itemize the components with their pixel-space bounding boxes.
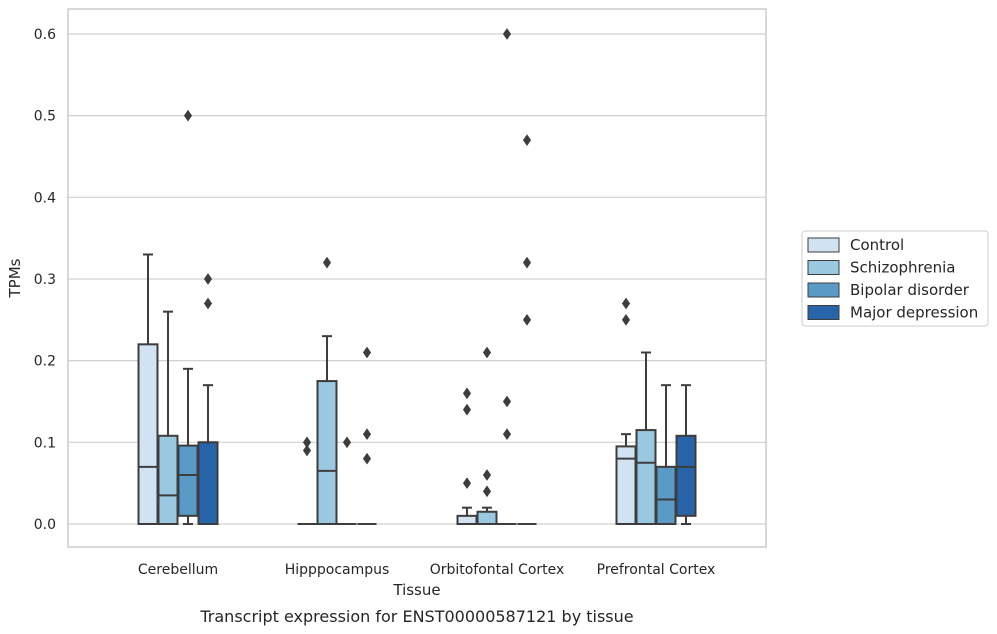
outlier-point bbox=[302, 444, 312, 457]
y-tick-label: 0.5 bbox=[34, 109, 56, 125]
legend-label: Control bbox=[850, 236, 904, 254]
box-schizophrenia bbox=[157, 310, 179, 525]
outlier-point bbox=[482, 485, 492, 498]
outlier-point bbox=[522, 313, 532, 326]
box-bipolar-disorder bbox=[497, 28, 517, 525]
outlier-point bbox=[462, 477, 472, 490]
box-body bbox=[635, 429, 657, 525]
box-body bbox=[675, 434, 697, 517]
outlier-point bbox=[522, 134, 532, 147]
y-axis-ticks: 0.0 0.1 0.2 0.3 0.4 0.5 0.6 bbox=[34, 27, 56, 533]
outlier-point bbox=[362, 428, 372, 441]
outlier-point bbox=[322, 256, 332, 269]
box-body bbox=[157, 434, 179, 525]
outlier-point bbox=[183, 109, 193, 122]
legend-swatch bbox=[807, 282, 840, 298]
outlier-point bbox=[502, 395, 512, 408]
box-body bbox=[177, 444, 199, 517]
box-body bbox=[476, 510, 498, 526]
box-body bbox=[197, 441, 219, 525]
legend: Control Schizophrenia Bipolar disorder Majo… bbox=[801, 230, 989, 327]
box-major-depression bbox=[357, 346, 377, 525]
box-control bbox=[456, 387, 478, 526]
box-control bbox=[297, 436, 317, 525]
x-tick-label: Hipppocampus bbox=[285, 562, 390, 578]
x-tick-label: Cerebellum bbox=[138, 562, 218, 578]
y-tick-label: 0.0 bbox=[34, 517, 56, 533]
box-body bbox=[655, 465, 677, 525]
box-body bbox=[456, 514, 478, 526]
box-schizophrenia bbox=[635, 351, 657, 525]
box-body bbox=[137, 343, 159, 525]
plot-frame bbox=[67, 8, 767, 548]
x-axis-ticks: Cerebellum Hipppocampus Orbitofontal Corte… bbox=[138, 562, 715, 578]
box-schizophrenia bbox=[476, 346, 498, 526]
outlier-point bbox=[462, 387, 472, 400]
box-bipolar-disorder bbox=[177, 109, 199, 525]
box-major-depression bbox=[675, 384, 697, 525]
chart-caption: Transcript expression for ENST0000058712… bbox=[199, 607, 633, 626]
legend-label: Major depression bbox=[850, 304, 978, 322]
x-axis-label: Tissue bbox=[392, 581, 440, 599]
y-tick-label: 0.3 bbox=[34, 272, 56, 288]
outlier-point bbox=[462, 403, 472, 416]
outlier-point bbox=[342, 436, 352, 449]
legend-label: Schizophrenia bbox=[850, 259, 955, 277]
outlier-point bbox=[482, 469, 492, 481]
box-major-depression bbox=[517, 134, 537, 525]
box-bipolar-disorder bbox=[337, 436, 357, 525]
y-axis-label: TPMs bbox=[6, 258, 24, 298]
legend-swatch bbox=[807, 305, 840, 320]
outlier-point bbox=[621, 313, 631, 326]
box-control bbox=[615, 297, 637, 526]
box-control bbox=[137, 253, 159, 525]
box-major-depression bbox=[197, 273, 219, 525]
y-tick-label: 0.4 bbox=[34, 190, 56, 206]
box-schizophrenia bbox=[316, 256, 338, 526]
box-body bbox=[316, 380, 338, 526]
outlier-point bbox=[362, 346, 372, 359]
box-bipolar-disorder bbox=[655, 384, 677, 525]
outlier-point bbox=[203, 273, 213, 285]
outlier-point bbox=[522, 256, 532, 269]
y-tick-label: 0.6 bbox=[34, 27, 56, 43]
outlier-point bbox=[203, 297, 213, 310]
legend-swatch bbox=[807, 260, 840, 275]
x-tick-label: Orbitofontal Cortex bbox=[430, 562, 565, 578]
legend-label: Bipolar disorder bbox=[850, 281, 970, 299]
legend-swatch bbox=[807, 237, 840, 253]
outlier-point bbox=[502, 28, 512, 40]
outlier-point bbox=[482, 346, 492, 359]
x-tick-label: Prefrontal Cortex bbox=[597, 562, 716, 578]
y-tick-label: 0.1 bbox=[34, 435, 56, 451]
legend-frame bbox=[801, 230, 989, 327]
y-tick-label: 0.2 bbox=[34, 354, 56, 370]
outlier-point bbox=[502, 428, 512, 441]
outlier-point bbox=[621, 297, 631, 310]
outlier-point bbox=[362, 452, 372, 465]
box-series bbox=[137, 28, 697, 526]
